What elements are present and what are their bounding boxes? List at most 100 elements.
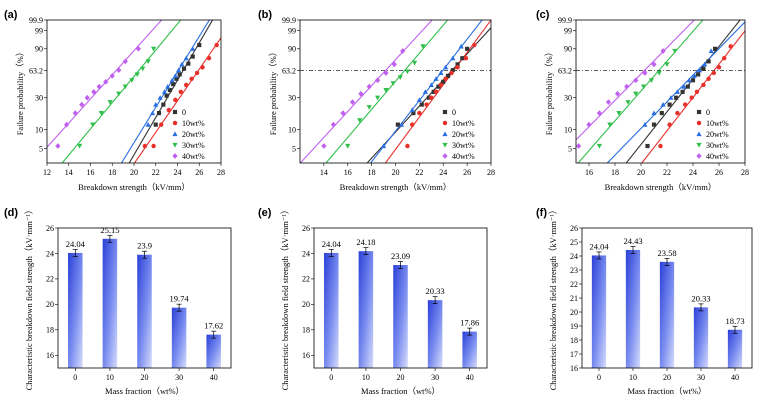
y-tick-label: 10 [35, 125, 43, 134]
data-point [190, 46, 196, 51]
legend-marker [172, 131, 178, 137]
data-point [183, 82, 189, 88]
y-tick-label: 90 [35, 45, 43, 54]
data-point [321, 143, 327, 149]
bar-chart-3: 24.04 0 24.43 10 23.58 20 20.33 30 18.73 40 16 17 18… [536, 206, 753, 396]
data-point [383, 70, 389, 76]
panel-label: (f) [536, 207, 547, 219]
data-point [426, 95, 432, 100]
bar [68, 252, 83, 368]
legend: 0 10wt% 20wt% 30wt% 40wt% [172, 108, 205, 161]
data-point [424, 102, 429, 107]
data-point [616, 111, 622, 116]
data-point [116, 67, 122, 73]
data-point [681, 84, 687, 89]
y-tick-label: 20 [302, 300, 310, 309]
data-point [450, 55, 456, 61]
bar-value-label: 20.33 [426, 286, 445, 296]
x-axis-title: Breakdown strength（kV/mm） [78, 182, 190, 192]
series-10wt [658, 44, 733, 149]
bar-value-label: 24.04 [66, 239, 86, 249]
fit-line-30wt [325, 20, 449, 163]
error-bar [72, 249, 78, 257]
y-axis-title: Failure probability（%） [268, 48, 278, 136]
error-bar [732, 325, 738, 334]
data-point [140, 66, 146, 72]
y-tick-label: 99.9 [282, 16, 296, 25]
data-point [177, 72, 182, 77]
y-tick-label: 22 [570, 280, 578, 289]
data-point [667, 122, 672, 127]
error-bar [467, 327, 473, 336]
x-tick-label: 10 [106, 373, 114, 382]
data-point [345, 143, 351, 149]
fit-line-30wt [61, 20, 182, 163]
data-point [166, 107, 172, 113]
y-axis-title: Characteristic breakdown field strength（… [548, 206, 558, 391]
data-point [651, 61, 657, 68]
plot-frame [575, 19, 746, 164]
y-axis-title: Characteristic breakdown field strength（… [280, 206, 290, 391]
bar-value-label: 25.15 [100, 225, 119, 235]
y-tick-label: 18 [46, 326, 54, 335]
bar-value-label: 17.86 [460, 318, 479, 328]
data-point [164, 93, 169, 98]
data-point [98, 111, 104, 116]
x-tick-label: 0 [597, 373, 601, 382]
y-tick-label: 25 [570, 238, 578, 247]
legend-entry: 10wt% [452, 119, 475, 128]
x-tick-label: 22 [415, 168, 423, 177]
data-point [711, 70, 717, 76]
data-point [576, 143, 582, 149]
bar [659, 261, 675, 368]
data-point [642, 122, 648, 127]
data-point [374, 95, 381, 101]
bar-value-label: 23.09 [391, 251, 410, 261]
y-tick-label: 5 [292, 144, 296, 153]
y-tick-label: 99.9 [29, 16, 43, 25]
x-tick-label: 40 [466, 373, 474, 382]
plot-frame [57, 227, 232, 369]
data-point [135, 45, 141, 52]
legend-entry: 10wt% [706, 119, 729, 128]
data-point [596, 143, 602, 149]
error-bar [664, 258, 670, 266]
x-tick-label: 18 [368, 168, 376, 177]
data-point [96, 83, 102, 90]
data-point [383, 87, 389, 93]
data-point [150, 46, 157, 52]
error-bar [432, 296, 438, 305]
data-point [420, 44, 426, 49]
bar-value-label: 17.62 [204, 321, 223, 331]
x-tick-label: 30 [697, 373, 705, 382]
bar-chart-2: 24.04 0 24.18 10 23.09 20 20.33 30 17.86 40 16 18 20… [258, 206, 488, 396]
series-20wt [145, 46, 196, 127]
data-point [607, 122, 613, 128]
data-point [55, 143, 61, 149]
y-tick-label: 22 [46, 275, 54, 284]
y-tick-label: 21 [570, 294, 578, 303]
bar-value-label: 24.18 [356, 237, 375, 247]
legend-entry: 0 [706, 108, 710, 117]
legend-marker [442, 142, 448, 148]
bar-value-label: 24.04 [589, 241, 609, 251]
data-point [428, 82, 434, 88]
data-point [672, 48, 678, 54]
data-point [675, 110, 680, 116]
x-tick-label: 16 [87, 168, 95, 177]
data-point [142, 143, 148, 149]
data-point [366, 105, 372, 110]
legend-entry: 20wt% [706, 130, 729, 139]
y-tick-label: 16 [46, 351, 54, 360]
y-tick-label: 20 [46, 300, 54, 309]
data-point [72, 110, 78, 116]
plot-frame [313, 227, 488, 369]
data-point [436, 84, 441, 89]
data-point [145, 59, 151, 64]
data-point [438, 82, 444, 88]
y-tick-label: 99 [564, 26, 572, 35]
data-point [197, 42, 202, 48]
data-point [694, 89, 700, 95]
data-point [721, 55, 727, 61]
